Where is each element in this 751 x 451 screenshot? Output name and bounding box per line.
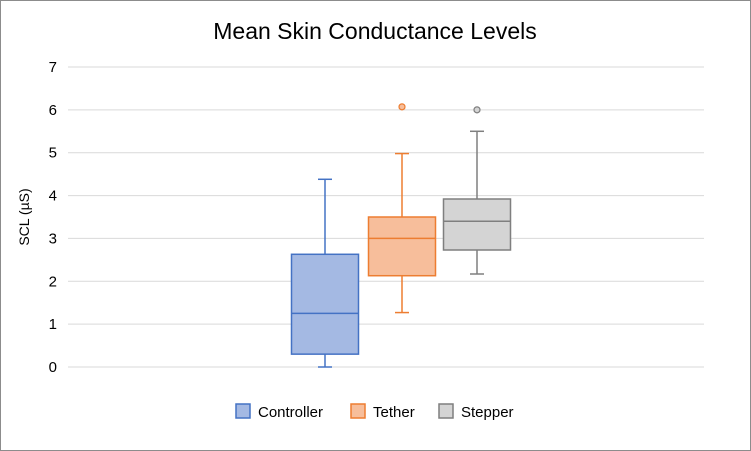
y-tick-label: 4 — [49, 188, 57, 205]
legend-item-controller: Controller — [235, 403, 323, 421]
legend-item-stepper: Stepper — [438, 403, 514, 421]
box-iqr — [290, 253, 360, 355]
y-tick-label: 0 — [49, 359, 57, 376]
box-series — [290, 103, 512, 368]
y-axis-label: SCL (µS) — [16, 188, 32, 245]
legend-label: Stepper — [461, 404, 514, 421]
y-tick-label: 1 — [49, 316, 57, 333]
outlier-point — [398, 103, 406, 111]
box-tether — [367, 103, 437, 314]
outlier-point — [473, 106, 481, 114]
y-tick-label: 3 — [49, 230, 57, 247]
legend-label: Controller — [258, 404, 323, 421]
y-tick-label: 5 — [49, 145, 57, 162]
box-controller — [290, 178, 360, 368]
box-stepper — [442, 106, 512, 275]
legend: Controller Tether Stepper — [235, 403, 514, 421]
gridlines — [68, 66, 704, 368]
legend-swatch — [235, 403, 251, 419]
y-tick-label: 6 — [49, 102, 57, 119]
chart-title: Mean Skin Conductance Levels — [213, 18, 536, 44]
legend-swatch — [350, 403, 366, 419]
box-iqr — [442, 198, 512, 251]
y-axis-ticks: 0 1 2 3 4 5 6 7 — [49, 59, 57, 376]
box-iqr — [367, 216, 437, 277]
y-tick-label: 7 — [49, 59, 57, 76]
legend-label: Tether — [373, 404, 415, 421]
legend-item-tether: Tether — [350, 403, 415, 421]
y-tick-label: 2 — [49, 273, 57, 290]
legend-swatch — [438, 403, 454, 419]
